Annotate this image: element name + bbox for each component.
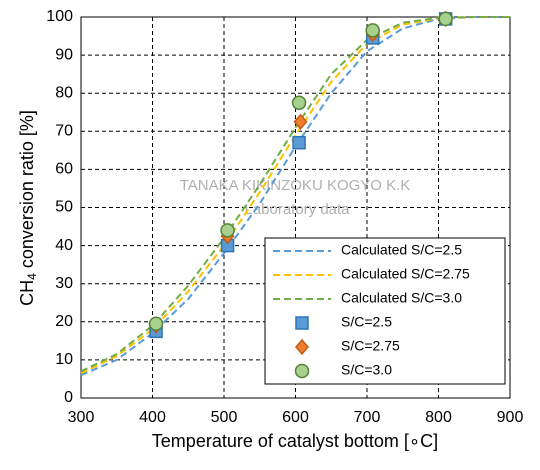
y-tick-label: 20 (55, 313, 73, 330)
x-tick-label: 900 (497, 409, 524, 426)
y-tick-label: 30 (55, 275, 73, 292)
marker (438, 11, 453, 27)
x-tick-label: 700 (354, 409, 381, 426)
y-label-sub: 4 (25, 273, 39, 280)
legend-label: S/C=3.0 (341, 362, 392, 378)
y-tick-label: 50 (55, 199, 73, 216)
y-tick-label: 10 (55, 351, 73, 368)
legend-label: Calculated S/C=2.5 (341, 242, 462, 258)
y-label-main: CH (17, 280, 37, 306)
x-tick-label: 400 (139, 409, 166, 426)
marker (365, 23, 380, 38)
marker (220, 223, 235, 238)
legend-label: S/C=2.75 (341, 338, 400, 354)
marker (294, 363, 310, 379)
marker (295, 338, 309, 356)
legend-label: Calculated S/C=2.75 (341, 266, 470, 282)
y-label-rest: conversion ratio [%] (17, 110, 37, 273)
x-tick-label: 300 (68, 409, 95, 426)
plot-frame (80, 16, 511, 399)
x-tick-label: 800 (425, 409, 452, 426)
marker (295, 316, 309, 330)
marker (292, 135, 306, 150)
watermark: Laboratory data (244, 201, 350, 218)
y-tick-label: 100 (46, 8, 73, 25)
y-tick-label: 70 (55, 123, 73, 140)
legend-label: Calculated S/C=3.0 (341, 290, 462, 306)
watermark: TANAKA KIKINZOKU KOGYO K.K (180, 177, 411, 194)
y-tick-label: 0 (64, 389, 73, 406)
x-axis-label: Temperature of catalyst bottom [∘C] (152, 431, 438, 451)
y-tick-label: 90 (55, 46, 73, 63)
x-tick-label: 600 (282, 409, 309, 426)
y-axis-label: CH4 conversion ratio [%] (17, 110, 39, 306)
x-tick-label: 500 (211, 409, 238, 426)
legend: Calculated S/C=2.5 Calculated S/C=2.75 Cal… (264, 237, 506, 385)
legend-label: S/C=2.5 (341, 314, 392, 330)
y-tick-label: 60 (55, 161, 73, 178)
marker (148, 316, 164, 331)
y-tick-label: 80 (55, 84, 73, 101)
plot-area (80, 10, 510, 377)
legend-box (264, 237, 506, 385)
marker (293, 113, 308, 130)
marker (291, 95, 307, 110)
y-tick-label: 40 (55, 237, 73, 254)
